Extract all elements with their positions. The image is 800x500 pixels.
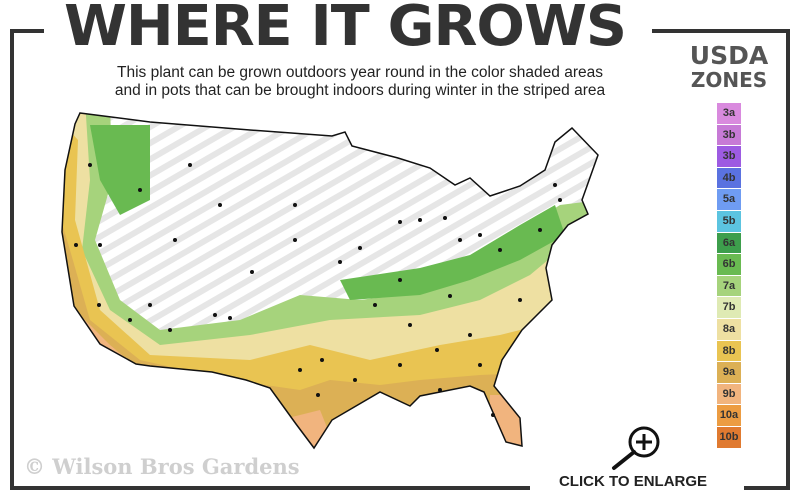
city-dot [491,413,495,417]
click-to-enlarge-label: CLICK TO ENLARGE [558,473,708,490]
city-dot [298,368,302,372]
legend-zone-6b: 6b [717,254,741,275]
frame-right [786,29,790,490]
city-dot [213,313,217,317]
city-dot [293,238,297,242]
city-dot [408,323,412,327]
subtitle: This plant can be grown outdoors year ro… [40,64,680,100]
legend-title-line-1: USDA [689,41,769,70]
city-dot [293,203,297,207]
city-dot [358,246,362,250]
city-dot [373,303,377,307]
city-dot [353,378,357,382]
city-dot [458,238,462,242]
city-dot [316,393,320,397]
city-dots [74,163,562,417]
city-dot [558,198,562,202]
legend-zone-9b: 9b [717,383,741,405]
city-dot [398,363,402,367]
click-to-enlarge-button[interactable]: CLICK TO ENLARGE [538,418,738,494]
page-title: WHERE IT GROWS [63,0,627,59]
city-dot [128,318,132,322]
city-dot [218,203,222,207]
city-dot [188,163,192,167]
city-dot [398,220,402,224]
legend-zone-9a: 9a [717,362,741,383]
frame-bottom-left [10,486,530,490]
city-dot [338,260,342,264]
legend-zone-10a: 10a [717,405,741,426]
city-dot [498,248,502,252]
city-dot [398,278,402,282]
zone-6-region [340,205,565,300]
legend-title-line-2: ZONES [690,68,768,92]
city-dot [98,243,102,247]
legend-zone-3b: 3b [717,124,741,146]
city-dot [148,303,152,307]
legend-zone-8a: 8a [717,318,741,340]
city-dot [250,270,254,274]
zone-legend: 3a 3b 3b 4b 5a 5b 6a 6b 7a 7b 8a 8b 9a 9b 10a 10b [717,103,741,449]
city-dot [228,316,232,320]
subtitle-line-1: This plant can be grown outdoors year ro… [117,64,603,81]
city-dot [478,233,482,237]
frame-top-right [652,29,790,33]
legend-zone-10b: 10b [717,426,741,448]
legend-zone-4b: 4b [717,167,741,189]
city-dot [138,188,142,192]
city-dot [168,328,172,332]
frame-top-left [10,29,44,33]
city-dot [518,298,522,302]
city-dot [97,303,101,307]
city-dot [173,238,177,242]
city-dot [88,163,92,167]
legend-zone-8b: 8b [717,340,741,362]
city-dot [468,333,472,337]
legend-zone-3b: 3b [717,146,741,167]
city-dot [538,228,542,232]
city-dot [448,294,452,298]
city-dot [418,218,422,222]
city-dot [553,183,557,187]
city-dot [443,216,447,220]
legend-zone-5b: 5b [717,210,741,232]
legend-zone-7b: 7b [717,297,741,318]
city-dot [435,348,439,352]
subtitle-line-2: and in pots that can be brought indoors … [114,82,606,99]
legend-zone-7a: 7a [717,275,741,297]
city-dot [438,388,442,392]
city-dot [320,358,324,362]
city-dot [478,363,482,367]
legend-zone-3a: 3a [717,103,741,124]
pacific-nw-zone-6-region [90,125,150,215]
legend-title: USDA ZONES [682,41,776,92]
legend-zone-5a: 5a [717,189,741,210]
frame-left [10,29,14,490]
map-regions [62,113,598,448]
zoom-in-icon [612,426,660,470]
city-dot [74,243,78,247]
frame-bottom-right [744,486,790,490]
watermark: © Wilson Bros Gardens [24,454,300,479]
legend-zone-6a: 6a [717,232,741,254]
